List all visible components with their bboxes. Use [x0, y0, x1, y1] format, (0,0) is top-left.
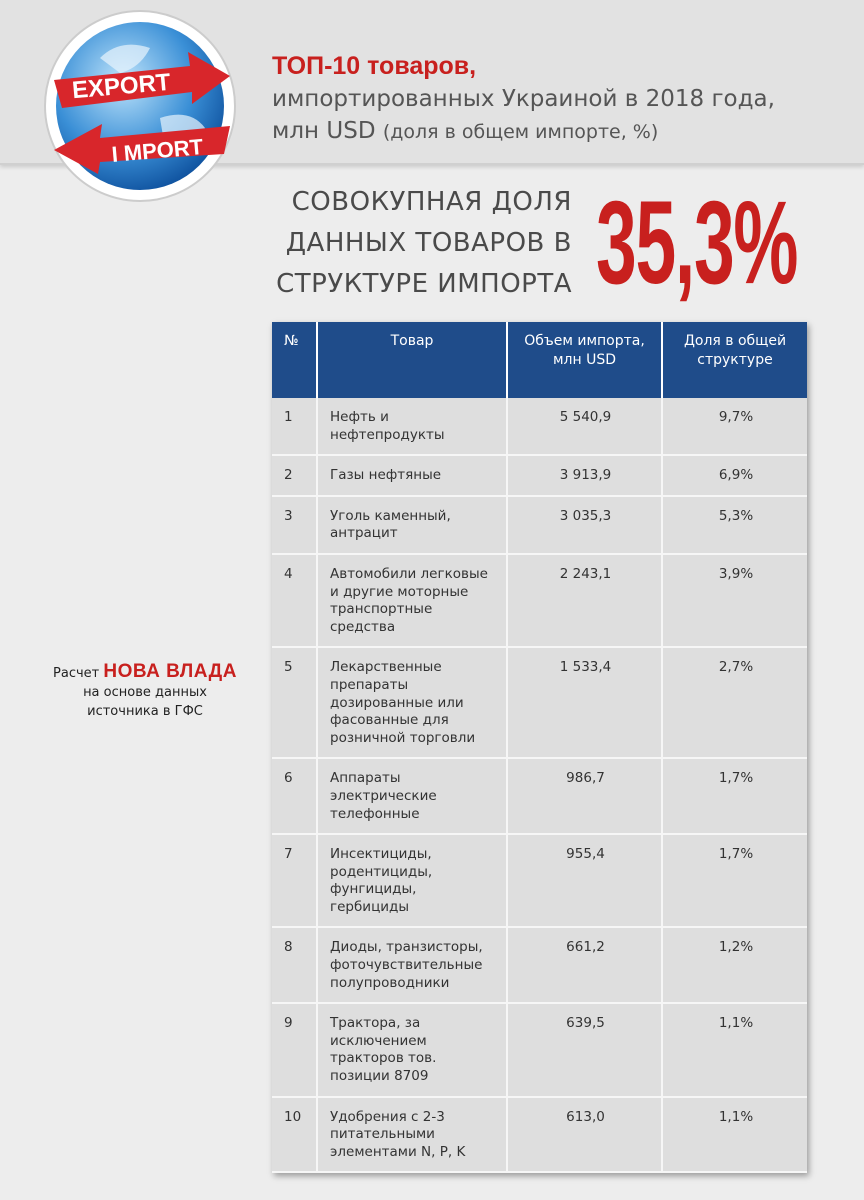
table-cell: 639,5 — [507, 1003, 663, 1098]
table-cell: 7 — [272, 834, 318, 929]
source: Расчет НОВА ВЛАДА на основе данных источ… — [40, 662, 250, 721]
title-note: (доля в общем импорте, %) — [382, 121, 659, 143]
table-cell: Инсектициды, родентициды, фунгициды, гер… — [317, 834, 508, 929]
column-header: № — [272, 322, 318, 398]
table-cell: 1 — [272, 398, 318, 457]
table-cell: 10 — [272, 1096, 318, 1174]
table-cell: 613,0 — [507, 1096, 663, 1174]
table-cell: 3,9% — [662, 553, 807, 649]
export-arrow — [54, 52, 230, 108]
source-line: на основе данных — [83, 685, 207, 700]
table-row: 6 Аппараты электрические телефонные 986,7 1… — [272, 758, 807, 836]
table-cell: 3 035,3 — [507, 495, 663, 555]
logo: EXPORT I MPORT — [44, 10, 236, 202]
title-unit: млн USD — [272, 118, 376, 144]
table: № Товар Объем импорта, млн USD Доля в общей… — [272, 322, 807, 1174]
summary: СОВОКУПНАЯ ДОЛЯ ДАННЫХ ТОВАРОВ В СТРУКТУРЕ… — [276, 182, 572, 305]
table-row: 7 Инсектициды, родентициды, фунгициды, ге… — [272, 834, 807, 929]
table-cell: 4 — [272, 553, 318, 649]
table-row: 4 Автомобили легковые и другие моторные т… — [272, 553, 807, 649]
table-cell: Нефть и нефтепродукты — [317, 398, 508, 457]
table-row: 8 Диоды, транзисторы, фоточувствительные … — [272, 927, 807, 1005]
column-header: Объем импорта, млн USD — [507, 322, 663, 398]
title: ТОП-10 товаров, импортированных Украиной… — [272, 50, 775, 148]
table-cell: 5,3% — [662, 495, 807, 555]
source-brand: НОВА ВЛАДА — [103, 661, 237, 682]
table-row: 1 Нефть и нефтепродукты 5 540,9 9,7% — [272, 398, 807, 457]
table-cell: 1,7% — [662, 834, 807, 929]
table-cell: 8 — [272, 927, 318, 1005]
summary-line: СОВОКУПНАЯ ДОЛЯ — [291, 187, 572, 217]
import-arrow — [54, 124, 230, 174]
table-cell: Газы нефтяные — [317, 455, 508, 497]
table-cell: 955,4 — [507, 834, 663, 929]
table-cell: 2 — [272, 455, 318, 497]
table-cell: 1 533,4 — [507, 647, 663, 760]
table-cell: 3 — [272, 495, 318, 555]
table-cell: 5 540,9 — [507, 398, 663, 457]
table-cell: 1,1% — [662, 1003, 807, 1098]
table-cell: 9,7% — [662, 398, 807, 457]
table-cell: 661,2 — [507, 927, 663, 1005]
table-body: 1 Нефть и нефтепродукты 5 540,9 9,7% 2 Газы н… — [272, 398, 807, 1174]
table-cell: Удобрения с 2-3 питательными элементами … — [317, 1096, 508, 1174]
table-row: 10 Удобрения с 2-3 питательными элементам… — [272, 1096, 807, 1174]
summary-line: ДАННЫХ ТОВАРОВ В — [285, 228, 572, 258]
table-cell: 3 913,9 — [507, 455, 663, 497]
table-cell: Диоды, транзисторы, фоточувствительные п… — [317, 927, 508, 1005]
table-row: 5 Лекарственные препараты дозированные ил… — [272, 647, 807, 760]
table-cell: Аппараты электрические телефонные — [317, 758, 508, 836]
table-row: 9 Трактора, за исключением тракторов тов.… — [272, 1003, 807, 1098]
table-cell: 1,7% — [662, 758, 807, 836]
table-cell: 9 — [272, 1003, 318, 1098]
table-cell: 5 — [272, 647, 318, 760]
table-cell: 6 — [272, 758, 318, 836]
title-red: ТОП-10 товаров, — [272, 52, 477, 80]
table-cell: Трактора, за исключением тракторов тов. … — [317, 1003, 508, 1098]
table-cell: 2,7% — [662, 647, 807, 760]
summary-value: 35,3% — [596, 177, 798, 309]
source-prefix: Расчет — [53, 666, 100, 681]
summary-line: СТРУКТУРЕ ИМПОРТА — [276, 269, 572, 299]
table-cell: Лекарственные препараты дозированные или… — [317, 647, 508, 760]
table-cell: 986,7 — [507, 758, 663, 836]
continents — [100, 44, 205, 151]
table-row: 2 Газы нефтяные 3 913,9 6,9% — [272, 455, 807, 497]
column-header: Доля в общей структуре — [662, 322, 807, 398]
source-line: источника в ГФС — [87, 704, 203, 719]
table-cell: Уголь каменный, антрацит — [317, 495, 508, 555]
table-cell: Автомобили легковые и другие моторные тр… — [317, 553, 508, 649]
table-cell: 1,1% — [662, 1096, 807, 1174]
column-header: Товар — [317, 322, 508, 398]
table-cell: 1,2% — [662, 927, 807, 1005]
title-line: импортированных Украиной в 2018 года, — [272, 86, 775, 112]
table-header: № Товар Объем импорта, млн USD Доля в общей… — [272, 322, 807, 398]
table-cell: 6,9% — [662, 455, 807, 497]
table-cell: 2 243,1 — [507, 553, 663, 649]
table-row: 3 Уголь каменный, антрацит 3 035,3 5,3% — [272, 495, 807, 555]
